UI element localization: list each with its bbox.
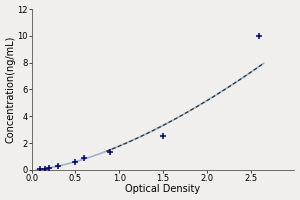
X-axis label: Optical Density: Optical Density <box>125 184 201 194</box>
Y-axis label: Concentration(ng/mL): Concentration(ng/mL) <box>6 36 16 143</box>
